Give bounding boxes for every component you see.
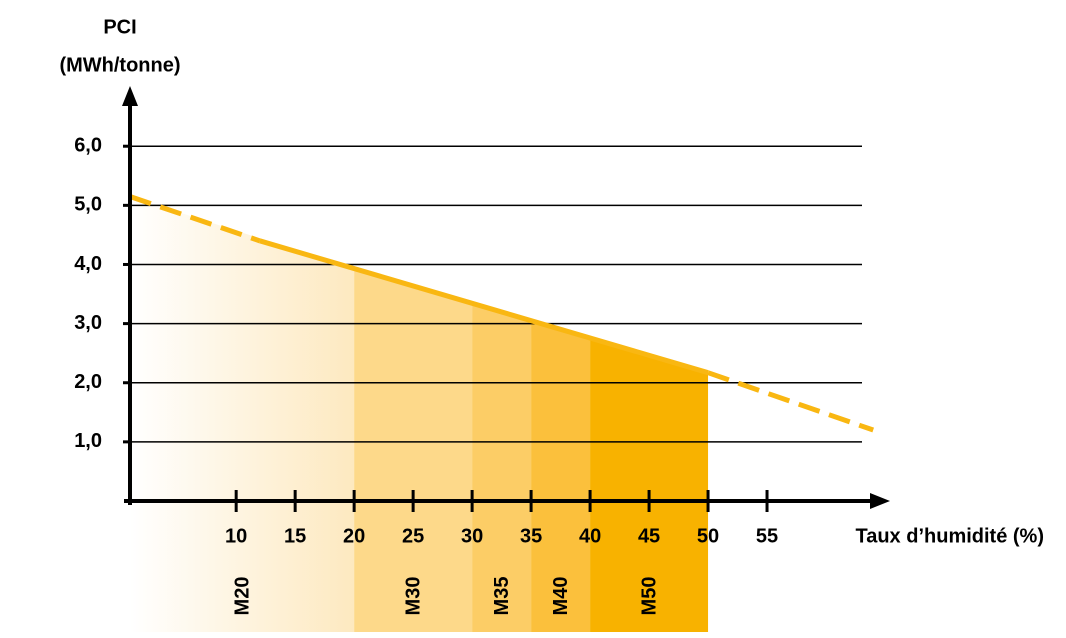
x-tick-label: 10 xyxy=(225,525,247,547)
y-tick-label: 1,0 xyxy=(74,430,102,452)
x-tick-label: 25 xyxy=(402,525,424,547)
band xyxy=(472,303,532,632)
line xyxy=(259,238,709,376)
band xyxy=(354,268,473,632)
x-tick-label: 20 xyxy=(343,525,365,547)
band-label: M35 xyxy=(491,577,513,616)
x-label: Taux d’humidité (%) xyxy=(855,525,1044,547)
bands xyxy=(130,196,709,632)
x-tick-label: 55 xyxy=(756,525,778,547)
y-label: (MWh/tonne) xyxy=(59,54,180,76)
axes xyxy=(122,86,890,512)
band-label: M40 xyxy=(550,577,572,616)
lines xyxy=(129,194,875,433)
y-tick-label: 5,0 xyxy=(74,194,102,216)
line xyxy=(129,194,261,244)
x-tick-label: 45 xyxy=(638,525,660,547)
band xyxy=(590,337,709,632)
band-label: M30 xyxy=(402,577,424,616)
x-tick-label: 35 xyxy=(520,525,542,547)
band xyxy=(130,196,355,632)
y-tick-label: 4,0 xyxy=(74,253,102,275)
line xyxy=(707,370,875,433)
y-tick-label: 2,0 xyxy=(74,371,102,393)
y-tick-label: 6,0 xyxy=(74,134,102,156)
x-tick-label: 15 xyxy=(284,525,306,547)
y-label: PCI xyxy=(103,16,136,38)
band-label: M50 xyxy=(638,577,660,616)
x-arrow xyxy=(870,493,890,509)
y-tick-label: 3,0 xyxy=(74,312,102,334)
x-tick-label: 30 xyxy=(461,525,483,547)
band xyxy=(531,320,591,632)
band-label: M20 xyxy=(231,577,253,616)
x-tick-label: 40 xyxy=(579,525,601,547)
x-tick-label: 50 xyxy=(697,525,719,547)
y-arrow xyxy=(122,86,138,106)
